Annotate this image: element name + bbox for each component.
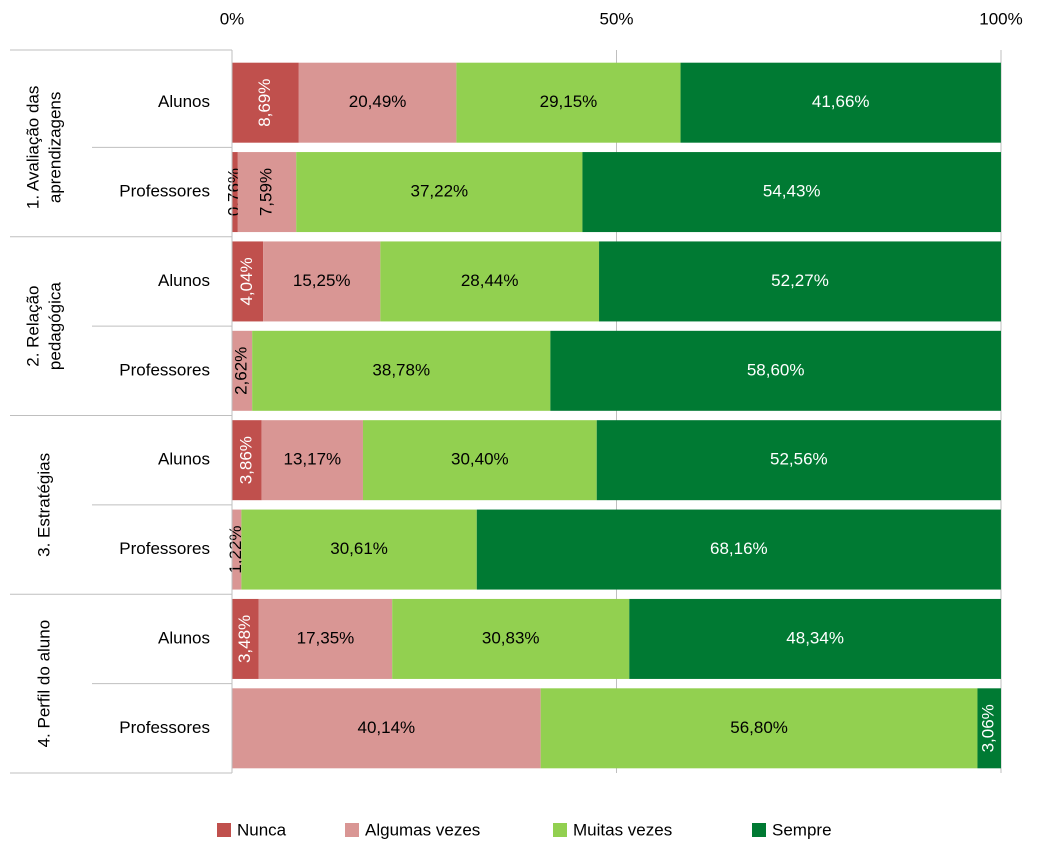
legend-swatch xyxy=(217,823,231,837)
value-label: 54,43% xyxy=(763,182,821,201)
value-label: 4,04% xyxy=(237,257,256,305)
category-label: Alunos xyxy=(158,628,210,647)
value-label: 3,86% xyxy=(236,436,255,484)
value-label: 58,60% xyxy=(747,360,805,379)
value-label: 52,27% xyxy=(771,271,829,290)
group-label: 1. Avaliação das xyxy=(23,86,42,210)
bar-segment xyxy=(237,152,297,233)
value-label: 29,15% xyxy=(540,92,598,111)
value-label: 1,22% xyxy=(226,525,245,573)
bar-segment xyxy=(232,62,299,143)
bar-segment xyxy=(232,330,253,411)
bar-segment xyxy=(232,241,264,322)
bar-segment xyxy=(392,598,630,679)
bar-segment xyxy=(550,330,1001,411)
bar-segment xyxy=(380,241,600,322)
group-label: 2. Relação xyxy=(23,285,42,366)
category-label: Professores xyxy=(119,718,210,737)
bar-segment xyxy=(596,420,1001,501)
legend-label: Muitas vezes xyxy=(573,820,672,839)
legend-swatch xyxy=(752,823,766,837)
legend-swatch xyxy=(553,823,567,837)
bar-segment xyxy=(252,330,551,411)
value-label: 37,22% xyxy=(410,182,468,201)
value-label: 52,56% xyxy=(770,450,828,469)
bar-segment xyxy=(261,420,363,501)
category-label: Professores xyxy=(119,360,210,379)
bar-segment xyxy=(232,152,238,233)
bar-segment xyxy=(456,62,681,143)
value-label: 30,83% xyxy=(482,628,540,647)
value-label: 3,48% xyxy=(235,615,254,663)
bar-segment xyxy=(232,420,262,501)
bar-segment xyxy=(540,688,978,769)
value-label: 3,06% xyxy=(979,704,998,752)
value-label: 56,80% xyxy=(730,718,788,737)
bar-segment xyxy=(232,688,541,769)
value-label: 68,16% xyxy=(710,539,768,558)
group-label: pedagógica xyxy=(45,282,64,370)
x-tick-label: 100% xyxy=(979,9,1022,28)
value-label: 48,34% xyxy=(786,628,844,647)
bar-segment xyxy=(298,62,457,143)
value-label: 20,49% xyxy=(349,92,407,111)
category-label: Alunos xyxy=(158,450,210,469)
category-label: Professores xyxy=(119,182,210,201)
value-label: 30,61% xyxy=(330,539,388,558)
value-label: 30,40% xyxy=(451,450,509,469)
bar-segment xyxy=(680,62,1001,143)
legend-label: Sempre xyxy=(772,820,832,839)
value-label: 8,69% xyxy=(255,79,274,127)
group-label: 4. Perfil do aluno xyxy=(34,620,53,748)
bar-segment xyxy=(599,241,1001,322)
legend-label: Algumas vezes xyxy=(365,820,480,839)
value-label: 13,17% xyxy=(283,450,341,469)
value-label: 41,66% xyxy=(812,92,870,111)
bar-segment xyxy=(263,241,381,322)
category-label: Professores xyxy=(119,539,210,558)
value-label: 40,14% xyxy=(358,718,416,737)
bar-segment xyxy=(476,509,1001,590)
category-label: Alunos xyxy=(158,271,210,290)
bar-segment xyxy=(232,598,259,679)
bar-segment xyxy=(977,688,1001,769)
bar-segment xyxy=(296,152,583,233)
bar-segment xyxy=(582,152,1001,233)
x-tick-label: 50% xyxy=(599,9,633,28)
group-label: aprendizagens xyxy=(45,92,64,204)
value-label: 15,25% xyxy=(293,271,351,290)
value-label: 28,44% xyxy=(461,271,519,290)
bar-segment xyxy=(362,420,597,501)
bar-segment xyxy=(232,509,242,590)
legend-label: Nunca xyxy=(237,820,287,839)
group-label: 3. Estratégias xyxy=(34,453,53,557)
value-label: 38,78% xyxy=(372,360,430,379)
bar-segment xyxy=(241,509,477,590)
legend-swatch xyxy=(345,823,359,837)
value-label: 17,35% xyxy=(297,628,355,647)
x-tick-label: 0% xyxy=(220,9,245,28)
category-label: Alunos xyxy=(158,92,210,111)
bar-segment xyxy=(629,598,1001,679)
bar-segment xyxy=(258,598,393,679)
value-label: 7,59% xyxy=(257,168,276,216)
value-label: 2,62% xyxy=(232,347,251,395)
